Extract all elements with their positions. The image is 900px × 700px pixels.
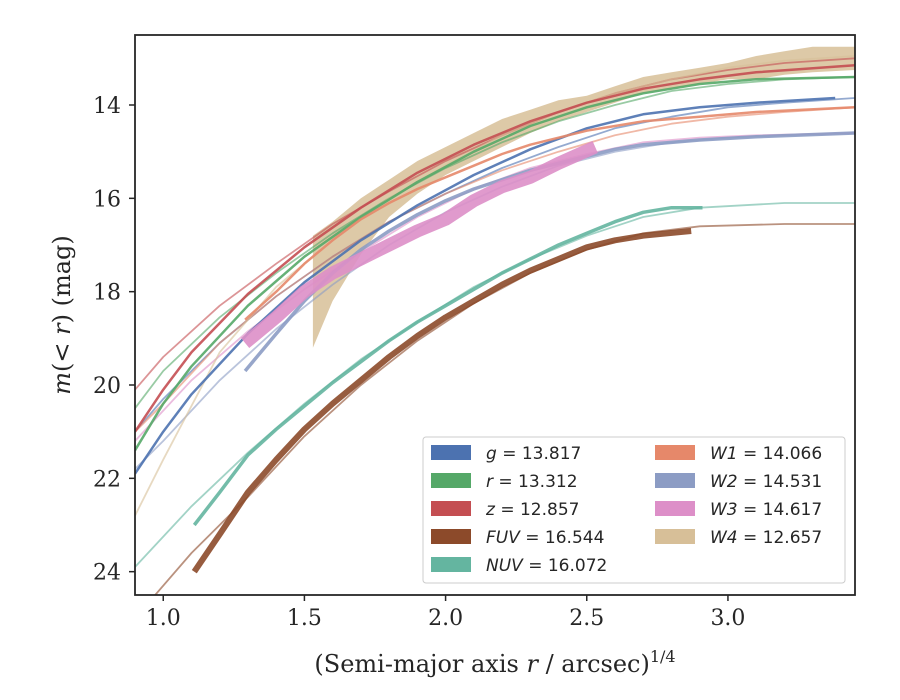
legend-swatch-r <box>431 473 471 488</box>
legend-swatch-nuv <box>431 557 471 572</box>
y-tick-label: 18 <box>93 281 121 306</box>
legend-label-r: r = 13.312 <box>486 472 578 492</box>
legend-swatch-w1 <box>655 445 695 460</box>
legend-label-w4: W4 = 12.657 <box>710 528 822 548</box>
legend: g = 13.817 r = 13.312 z = 12.857 FUV = 16.5… <box>422 436 846 584</box>
legend-swatch-w2 <box>655 473 695 488</box>
y-tick-label: 14 <box>93 94 121 119</box>
x-tick-label: 1.0 <box>146 606 181 631</box>
x-axis-label-exponent: 1/4 <box>650 647 676 666</box>
plot-frame <box>134 34 856 596</box>
series-fuv-profile <box>191 228 692 574</box>
legend-frame <box>422 436 846 584</box>
series-r-profile <box>135 75 855 451</box>
x-axis-label: (Semi-major axis r / arcsec)1/4 <box>314 647 675 678</box>
series-r-model-line <box>135 76 855 409</box>
series-g-profile <box>135 96 836 475</box>
legend-label-nuv: NUV = 16.072 <box>486 556 607 576</box>
legend-swatch-z <box>431 501 471 516</box>
legend-label-fuv: FUV = 16.544 <box>486 528 604 548</box>
series-w3-profile <box>240 141 598 349</box>
legend-label-w2: W2 = 14.531 <box>710 472 822 492</box>
ticks-layer: 1.0 1.5 2.0 2.5 3.0 14 16 18 20 22 24 <box>93 94 745 631</box>
legend-swatch-fuv <box>431 529 471 544</box>
x-tick-label: 1.5 <box>287 606 322 631</box>
legend-label-w1: W1 = 14.066 <box>710 444 822 464</box>
series-w4-band <box>312 46 855 348</box>
legend-label-z: z = 12.857 <box>485 500 579 520</box>
x-tick-label: 2.0 <box>428 606 463 631</box>
series-layer <box>135 46 855 595</box>
y-tick-label: 22 <box>93 467 121 492</box>
series-nuv-profile <box>192 205 703 527</box>
series-z-model-line <box>135 57 855 391</box>
y-tick-label: 16 <box>93 187 121 212</box>
legend-swatch-w4 <box>655 529 695 544</box>
series-w1-model-line <box>135 106 855 433</box>
x-tick-label: 3.0 <box>710 606 745 631</box>
legend-label-w3: W3 = 14.617 <box>710 500 822 520</box>
y-axis-label: mm((< r) (mag) <box>48 235 76 395</box>
legend-label-g: g = 13.817 <box>486 444 581 464</box>
x-tick-label: 2.5 <box>569 606 604 631</box>
legend-swatch-w3 <box>655 501 695 516</box>
series-w1-profile <box>244 106 855 321</box>
y-tick-label: 20 <box>93 374 121 399</box>
legend-swatch-g <box>431 445 471 460</box>
series-z-profile <box>135 64 855 433</box>
y-tick-label: 24 <box>93 561 121 586</box>
